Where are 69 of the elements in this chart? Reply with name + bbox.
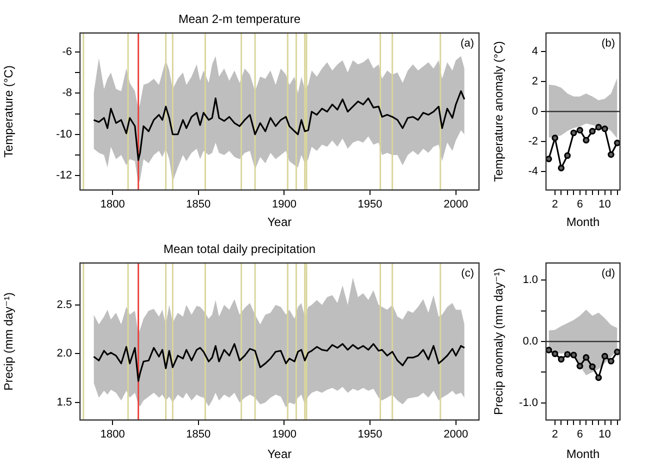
x-tick-label: 1950	[358, 428, 382, 441]
x-tick-label: 6	[576, 198, 583, 211]
y-tick-label: -12	[56, 170, 72, 182]
point	[582, 354, 590, 361]
point	[570, 130, 577, 136]
y-tick-label: -6	[62, 46, 72, 58]
point	[595, 124, 602, 130]
x-tick-label: 10	[598, 428, 611, 441]
y-axis-title: Temperature (°C)	[2, 65, 16, 158]
annotation: (b)	[602, 38, 615, 50]
y-tick-label: 2.5	[56, 298, 72, 311]
point	[564, 152, 571, 159]
x-axis-title: Year	[267, 215, 292, 230]
point	[576, 362, 584, 370]
y-tick-label: -1.0	[519, 396, 538, 409]
point	[589, 363, 596, 370]
y-axis-title: Precip anomaly (mm day⁻¹)	[492, 268, 506, 416]
x-tick-label: 2	[552, 198, 558, 211]
point	[602, 126, 608, 132]
x-axis-title: Month	[566, 447, 600, 462]
point	[608, 151, 614, 158]
point	[602, 352, 608, 360]
y-tick-label: 2	[532, 76, 538, 88]
y-tick-label: -10	[56, 128, 72, 140]
x-tick-label: 2000	[444, 198, 468, 211]
point	[546, 346, 552, 354]
y-tick-label: 1.0	[522, 274, 538, 286]
point	[558, 356, 564, 363]
x-tick-label: 2000	[444, 428, 468, 441]
y-tick-label: 4	[532, 46, 538, 58]
x-tick-label: 1950	[358, 198, 382, 211]
point	[595, 374, 602, 381]
x-tick-label: 1900	[272, 428, 296, 441]
chart-title: Mean 2-m temperature	[178, 12, 301, 26]
y-tick-label: -8	[62, 87, 72, 100]
x-tick-label: 1800	[100, 198, 125, 211]
point	[564, 351, 571, 358]
point	[570, 352, 577, 358]
y-tick-label: 0.0	[522, 336, 538, 348]
point	[589, 128, 596, 135]
y-axis-title: Temperature anomaly (°C)	[492, 41, 506, 182]
y-tick-label: 1.5	[56, 396, 72, 408]
point	[608, 358, 614, 364]
x-tick-label: 2	[552, 428, 558, 441]
point	[546, 156, 552, 162]
y-tick-label: -2	[528, 135, 538, 148]
point	[552, 350, 558, 358]
x-tick-label: 1800	[100, 428, 125, 441]
chart-title: Mean total daily precipitation	[163, 242, 316, 256]
point	[614, 348, 620, 356]
point	[552, 134, 558, 142]
x-axis-title: Month	[566, 215, 600, 230]
y-tick-label: 0	[532, 106, 538, 118]
point	[614, 140, 620, 146]
annotation: (d)	[602, 268, 615, 280]
y-tick-label: -4	[528, 165, 538, 178]
point	[576, 126, 584, 134]
point	[558, 164, 564, 172]
annotation: (c)	[461, 268, 474, 280]
x-tick-label: 1900	[272, 198, 296, 211]
y-axis-title: Precip (mm day⁻¹)	[2, 292, 16, 391]
point	[582, 136, 590, 144]
x-axis-title: Year	[267, 447, 292, 462]
annotation: (a)	[460, 38, 474, 50]
x-tick-label: 6	[576, 428, 583, 441]
y-tick-label: 2.0	[56, 348, 72, 360]
x-tick-label: 1850	[186, 198, 211, 211]
x-tick-label: 1850	[186, 428, 211, 441]
x-tick-label: 10	[598, 198, 611, 211]
